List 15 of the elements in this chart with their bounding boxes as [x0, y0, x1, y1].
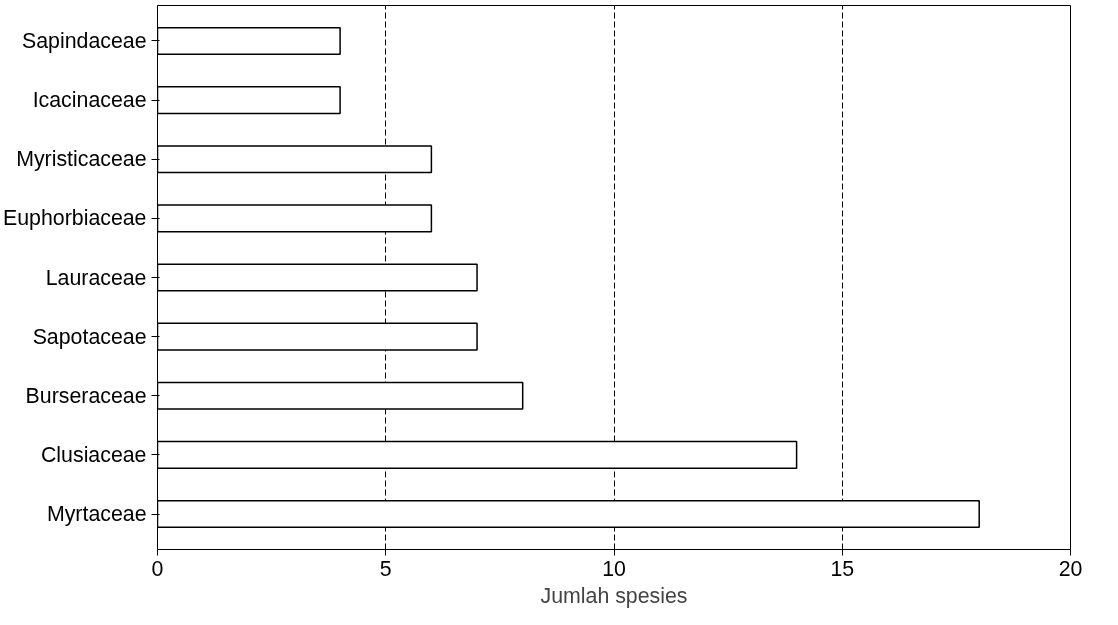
- x-tick-label: 15: [830, 556, 855, 581]
- y-tick-label: Burseraceae: [25, 383, 147, 408]
- y-tick-label: Myrtaceae: [46, 502, 147, 527]
- y-tick-label: Sapindaceae: [21, 28, 147, 53]
- x-tick-label: 0: [151, 556, 164, 581]
- y-tick-label: Clusiaceae: [40, 442, 147, 467]
- y-tick-label: Lauraceae: [45, 265, 147, 290]
- y-tick-label: Myristicaceae: [16, 147, 147, 172]
- y-tick-label: Icacinaceae: [32, 88, 147, 113]
- x-tick-label: 20: [1058, 556, 1083, 581]
- y-tick-label: Euphorbiaceae: [3, 206, 147, 231]
- x-axis-title: Jumlah spesies: [540, 583, 688, 608]
- x-tick-label: 10: [602, 556, 626, 581]
- x-tick-label: 5: [379, 556, 392, 581]
- y-tick-label: Sapotaceae: [32, 324, 147, 349]
